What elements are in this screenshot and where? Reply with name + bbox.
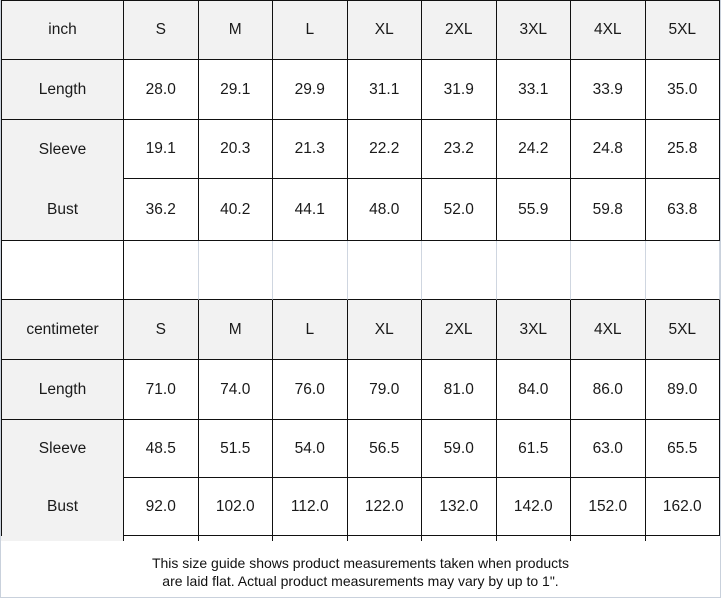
note-line-2: are laid flat. Actual product measuremen… [162,573,559,589]
value-cell: 31.9 [422,60,497,120]
row-label-cell: Sleeve [1,420,124,478]
value-cell: 44.1 [273,179,348,241]
note-line-1: This size guide shows product measuremen… [151,555,570,571]
value-cell: 132.0 [422,478,497,536]
stub-cell [571,536,646,541]
value-cell: 33.9 [571,60,646,120]
spacer-cell [124,241,199,300]
value-cell: 36.2 [124,179,199,241]
value-cell: 29.9 [273,60,348,120]
size-guide-note: This size guide shows product measuremen… [1,541,720,593]
spacer-label-cell [1,241,124,300]
value-cell: 92.0 [124,478,199,536]
size-header-cell: 4XL [571,0,646,60]
row-label-cell: Bust [1,478,124,536]
value-cell: 31.1 [347,60,422,120]
stub-cell [1,536,124,541]
value-cell: 79.0 [347,360,422,420]
value-cell: 81.0 [422,360,497,420]
spacer-cell [571,241,646,300]
value-cell: 51.5 [198,420,273,478]
value-cell: 24.2 [496,120,571,179]
stub-cell [347,536,422,541]
value-cell: 23.2 [422,120,497,179]
stub-cell [496,536,571,541]
value-cell: 122.0 [347,478,422,536]
unit-cell: centimeter [1,300,124,360]
value-cell: 24.8 [571,120,646,179]
value-cell: 48.0 [347,179,422,241]
value-cell: 89.0 [645,360,720,420]
stub-cell [124,536,199,541]
spacer-cell [645,241,720,300]
value-cell: 152.0 [571,478,646,536]
value-cell: 25.8 [645,120,720,179]
size-header-cell: 2XL [422,300,497,360]
value-cell: 86.0 [571,360,646,420]
value-cell: 59.8 [571,179,646,241]
size-table: inch S M L XL 2XL 3XL 4XL 5XL Length 28.0 29.1 29.9 3… [1,0,720,541]
size-header-cell: M [198,0,273,60]
spacer-cell [496,241,571,300]
size-header-cell: 3XL [496,0,571,60]
size-header-cell: S [124,300,199,360]
row-label-cell: Length [1,60,124,120]
size-header-cell: 3XL [496,300,571,360]
value-cell: 102.0 [198,478,273,536]
value-cell: 29.1 [198,60,273,120]
size-header-cell: L [273,300,348,360]
value-cell: 52.0 [422,179,497,241]
row-label-cell: Length [1,360,124,420]
value-cell: 76.0 [273,360,348,420]
spacer-cell [422,241,497,300]
value-cell: 22.2 [347,120,422,179]
value-cell: 28.0 [124,60,199,120]
size-header-cell: 2XL [422,0,497,60]
value-cell: 54.0 [273,420,348,478]
size-header-cell: 5XL [645,0,720,60]
value-cell: 162.0 [645,478,720,536]
value-cell: 65.5 [645,420,720,478]
value-cell: 61.5 [496,420,571,478]
value-cell: 33.1 [496,60,571,120]
value-cell: 71.0 [124,360,199,420]
spacer-cell [273,241,348,300]
value-cell: 48.5 [124,420,199,478]
stub-cell [198,536,273,541]
spacer-cell [198,241,273,300]
value-cell: 20.3 [198,120,273,179]
size-header-cell: S [124,0,199,60]
value-cell: 56.5 [347,420,422,478]
value-cell: 55.9 [496,179,571,241]
row-label-cell: Sleeve [1,120,124,179]
size-header-cell: 4XL [571,300,646,360]
value-cell: 63.0 [571,420,646,478]
stub-cell [645,536,720,541]
stub-cell [422,536,497,541]
spacer-cell [347,241,422,300]
value-cell: 19.1 [124,120,199,179]
size-header-cell: L [273,0,348,60]
value-cell: 142.0 [496,478,571,536]
size-header-cell: 5XL [645,300,720,360]
size-header-cell: XL [347,0,422,60]
size-header-cell: M [198,300,273,360]
value-cell: 59.0 [422,420,497,478]
value-cell: 21.3 [273,120,348,179]
value-cell: 112.0 [273,478,348,536]
row-label-cell: Bust [1,179,124,241]
value-cell: 74.0 [198,360,273,420]
value-cell: 84.0 [496,360,571,420]
value-cell: 40.2 [198,179,273,241]
size-header-cell: XL [347,300,422,360]
stub-cell [273,536,348,541]
unit-cell: inch [1,0,124,60]
value-cell: 35.0 [645,60,720,120]
value-cell: 63.8 [645,179,720,241]
